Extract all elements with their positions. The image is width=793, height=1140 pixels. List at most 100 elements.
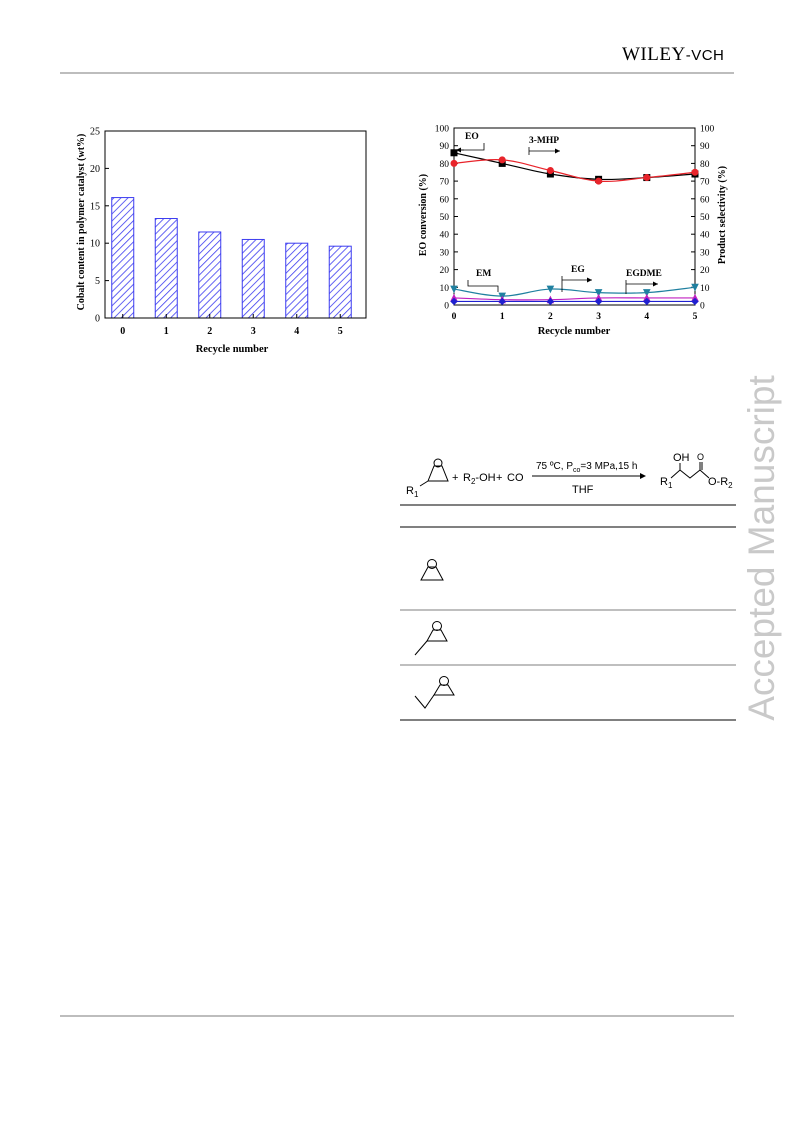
x-tick-label: 3 — [596, 312, 601, 322]
series-point-3-mhp — [450, 159, 458, 167]
right-y-tick-label: 70 — [700, 178, 710, 188]
annotation-connector — [467, 280, 499, 292]
publisher-logo: WILEY-VCH — [622, 44, 725, 65]
propylene-oxide-structure — [414, 621, 448, 656]
alcohol-reagent: R2-OH — [463, 472, 496, 486]
x-tick-label: 2 — [207, 326, 212, 337]
left-y-tick-label: 80 — [440, 160, 450, 170]
series-point-em — [594, 289, 603, 297]
series-point-egdme — [450, 297, 458, 306]
annotation-label: EO — [465, 132, 479, 142]
x-tick-label: 5 — [338, 326, 343, 337]
ethylene-oxide-structure — [420, 559, 444, 581]
x-axis-label: Recycle number — [538, 326, 611, 337]
series-line-em — [453, 286, 696, 297]
series-point-3-mhp — [595, 177, 603, 185]
right-y-tick-label: 100 — [700, 125, 715, 135]
product-carbonyl-o: O — [697, 452, 704, 462]
product-structure — [670, 462, 710, 479]
y-tick-label: 15 — [90, 201, 100, 212]
left-y-tick-label: 20 — [440, 266, 450, 276]
left-y-tick-label: 10 — [440, 284, 450, 294]
series-point-em — [546, 285, 555, 294]
annotation-label: EM — [476, 269, 491, 279]
right-y-tick-label: 10 — [700, 284, 710, 294]
right-y-tick-label: 30 — [700, 248, 710, 258]
annotation-label: EG — [571, 265, 585, 275]
annotation-arrowhead — [555, 148, 560, 154]
left-y-tick-label: 90 — [440, 142, 450, 152]
left-y-tick-label: 50 — [440, 213, 450, 223]
right-y-tick-label: 60 — [700, 195, 710, 205]
annotation-connector — [456, 143, 485, 151]
series-line-eg — [453, 297, 695, 301]
left-y-tick-label: 100 — [435, 125, 450, 135]
left-y-tick-label: 60 — [440, 195, 450, 205]
y-tick-label: 0 — [95, 314, 100, 325]
left-y-axis-label: EO conversion (%) — [418, 174, 429, 256]
y-tick-label: 5 — [95, 276, 100, 287]
solvent-label: THF — [572, 484, 594, 496]
left-y-tick-label: 70 — [440, 178, 450, 188]
right-y-tick-label: 40 — [700, 231, 710, 241]
series-line-eo — [453, 152, 696, 181]
x-tick-label: 1 — [500, 312, 505, 322]
annotation-arrowhead — [653, 281, 658, 287]
x-axis-label: Recycle number — [196, 344, 269, 355]
x-tick-label: 4 — [644, 312, 649, 322]
right-y-tick-label: 90 — [700, 142, 710, 152]
right-y-tick-label: 20 — [700, 266, 710, 276]
annotation-arrowhead — [456, 147, 461, 153]
right-y-tick-label: 80 — [700, 160, 710, 170]
left-y-tick-label: 40 — [440, 231, 450, 241]
series-point-egdme — [498, 297, 506, 306]
y-axis-label: Cobalt content in polymer catalyst (wt%) — [76, 134, 87, 311]
product-hydroxyl: OH — [673, 452, 690, 464]
y-tick-label: 10 — [90, 239, 100, 250]
series-point-em — [691, 283, 699, 292]
annotation-label: EGDME — [626, 269, 662, 279]
x-tick-label: 5 — [693, 312, 698, 322]
series-point-3-mhp — [498, 156, 506, 164]
x-tick-label: 0 — [120, 326, 125, 337]
x-tick-label: 3 — [251, 326, 256, 337]
right-y-axis-label: Product selectivity (%) — [717, 166, 728, 264]
product-r1: R1 — [660, 476, 673, 490]
series-point-3-mhp — [643, 174, 651, 182]
series-point-egdme — [643, 297, 651, 306]
right-y-tick-label: 50 — [700, 213, 710, 223]
plus-sign: + — [452, 472, 458, 484]
product-ester: O-R2 — [708, 476, 733, 490]
reaction-arrowhead — [640, 473, 646, 479]
series-point-3-mhp — [691, 168, 699, 176]
series-point-3-mhp — [546, 166, 554, 174]
y-tick-label: 20 — [90, 164, 100, 175]
butylene-oxide-structure — [414, 676, 455, 709]
left-y-tick-label: 30 — [440, 248, 450, 258]
reaction-scheme-table: R1 + R2-OH + CO 75 ºC, Pco=3 MPa,15 h TH… — [400, 452, 736, 721]
x-tick-label: 0 — [452, 312, 457, 322]
annotation-arrowhead — [587, 277, 592, 283]
series-point-egdme — [546, 297, 555, 306]
cobalt-content-bar-chart: 0 5 10 15 20 25 0 1 2 3 4 5 Recycle number Cobalt c… — [76, 127, 367, 355]
series-point-egdme — [594, 297, 603, 306]
plot-frame — [104, 130, 367, 319]
series-point-eo — [450, 149, 458, 157]
header-rule — [60, 72, 734, 74]
reaction-conditions: 75 ºC, Pco=3 MPa,15 h — [536, 461, 637, 474]
left-y-tick-label: 0 — [444, 302, 449, 312]
right-y-tick-label: 0 — [700, 302, 705, 312]
co-reagent: CO — [507, 472, 524, 484]
series-point-em — [450, 285, 458, 294]
epoxide-reactant — [419, 458, 449, 487]
plus-sign: + — [496, 472, 502, 484]
series-point-egdme — [691, 297, 699, 306]
r1-label: R1 — [406, 485, 419, 499]
y-tick-label: 25 — [90, 127, 100, 138]
footer-rule — [60, 1015, 734, 1017]
x-tick-label: 4 — [294, 326, 299, 337]
annotation-label: 3-MHP — [529, 136, 559, 146]
series-point-em — [642, 289, 651, 297]
x-tick-label: 2 — [548, 312, 553, 322]
